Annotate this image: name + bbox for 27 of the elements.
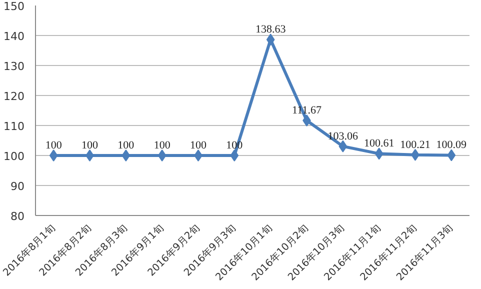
point bbox=[230, 150, 239, 162]
y-tick-label: 120 bbox=[4, 90, 25, 103]
y-tick-label: 90 bbox=[10, 180, 25, 193]
point bbox=[86, 150, 94, 162]
point bbox=[266, 34, 275, 46]
data-label: 100 bbox=[118, 140, 135, 152]
point bbox=[122, 150, 130, 162]
point bbox=[194, 150, 202, 162]
y-tick-label: 150 bbox=[4, 0, 25, 13]
point bbox=[158, 150, 166, 162]
y-tick-label: 100 bbox=[4, 150, 25, 163]
data-label: 138.63 bbox=[255, 24, 286, 36]
point bbox=[338, 140, 348, 152]
y-tick-label: 130 bbox=[4, 60, 25, 73]
data-label: 100 bbox=[154, 140, 171, 152]
data-label: 100 bbox=[190, 140, 207, 152]
data-label: 100 bbox=[45, 140, 62, 152]
data-label: 100.21 bbox=[400, 138, 430, 151]
point bbox=[374, 148, 384, 160]
y-tick-label: 110 bbox=[4, 120, 25, 133]
y-tick-label: 80 bbox=[10, 210, 25, 223]
data-label: 100.09 bbox=[436, 139, 468, 152]
data-label: 100 bbox=[82, 140, 98, 152]
y-tick-label: 140 bbox=[4, 30, 25, 43]
point bbox=[49, 150, 58, 162]
point bbox=[447, 149, 456, 162]
data-label: 100.61 bbox=[364, 138, 394, 150]
